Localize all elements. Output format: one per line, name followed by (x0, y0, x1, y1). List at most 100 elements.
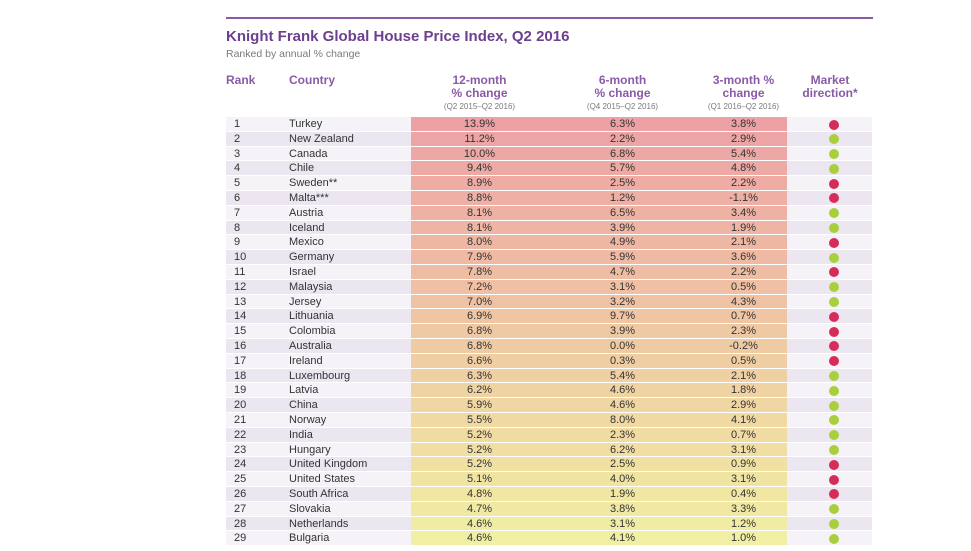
rank-cell: 10 (234, 251, 247, 264)
change-3-month-cell: 1.0% (730, 532, 757, 545)
rank-cell: 25 (234, 473, 247, 486)
market-direction-cell (794, 324, 872, 338)
heat-band (411, 442, 787, 457)
market-direction-cell (794, 517, 872, 531)
market-direction-cell (794, 354, 872, 368)
market-direction-cell (794, 428, 872, 442)
change-3-month-cell: 2.9% (730, 132, 757, 145)
table-row: 12 Malaysia 7.2% 3.1% 0.5% (226, 279, 872, 295)
market-direction-cell (794, 309, 872, 323)
table-row: 25 United States 5.1% 4.0% 3.1% (226, 472, 872, 487)
country-cell: Slovakia (289, 502, 331, 515)
rank-cell: 18 (234, 369, 247, 382)
rank-cell: 24 (234, 458, 247, 471)
change-12-month-cell: 4.6% (466, 532, 493, 545)
country-cell: Mexico (289, 236, 324, 249)
table-row: 13 Jersey 7.0% 3.2% 4.3% (226, 294, 872, 310)
market-direction-cell (794, 235, 872, 249)
direction-up-icon (829, 223, 839, 234)
direction-down-icon (829, 311, 839, 322)
heat-band (411, 250, 787, 264)
heat-band (411, 146, 787, 161)
rank-cell: 23 (234, 443, 247, 456)
direction-up-icon (829, 445, 839, 456)
price-index-table: 1 Turkey 13.9% 6.3% 3.8% 2 New Zealand 11.2% 2.2… (226, 117, 872, 547)
country-cell: Lithuania (289, 310, 334, 323)
table-row: 4 Chile 9.4% 5.7% 4.8% (226, 161, 872, 177)
rank-cell: 27 (234, 502, 247, 515)
table-row: 18 Luxembourg 6.3% 5.4% 2.1% (226, 368, 872, 384)
country-cell: Jersey (289, 295, 322, 308)
rank-cell: 5 (234, 177, 241, 190)
table-row: 27 Slovakia 4.7% 3.8% 3.3% (226, 501, 872, 517)
table-row: 10 Germany 7.9% 5.9% 3.6% (226, 250, 872, 265)
table-row: 1 Turkey 13.9% 6.3% 3.8% (226, 117, 872, 132)
rank-cell: 19 (234, 384, 247, 397)
direction-up-icon (829, 163, 839, 174)
rank-cell: 8 (234, 221, 241, 234)
change-6-month-cell: 4.6% (609, 384, 636, 397)
header-12-month-line1: 12-month (452, 73, 507, 87)
header-3-month: 3-month % change (Q1 2016–Q2 2016) (693, 74, 794, 113)
table-row: 20 China 5.9% 4.6% 2.9% (226, 398, 872, 413)
market-direction-cell (794, 369, 872, 383)
header-market-direction: Market direction* (790, 74, 870, 100)
change-6-month-cell: 3.2% (609, 295, 636, 308)
change-12-month-cell: 5.9% (466, 399, 493, 412)
change-12-month-cell: 5.2% (466, 443, 493, 456)
market-direction-cell (794, 147, 872, 161)
header-12-month: 12-month % change (Q2 2015–Q2 2016) (411, 74, 548, 113)
rank-cell: 29 (234, 532, 247, 545)
direction-down-icon (829, 267, 839, 278)
country-cell: New Zealand (289, 132, 354, 145)
country-cell: Bulgaria (289, 532, 330, 545)
table-row: 22 India 5.2% 2.3% 0.7% (226, 427, 872, 443)
direction-down-icon (829, 237, 839, 248)
change-6-month-cell: 6.8% (609, 147, 636, 160)
change-12-month-cell: 7.2% (466, 280, 493, 293)
market-direction-cell (794, 383, 872, 397)
change-12-month-cell: 8.0% (466, 236, 493, 249)
heat-band (411, 486, 787, 501)
change-3-month-cell: 4.8% (730, 162, 757, 175)
market-direction-cell (794, 531, 872, 545)
change-3-month-cell: 3.1% (730, 443, 757, 456)
market-direction-cell (794, 206, 872, 220)
change-6-month-cell: 5.4% (609, 369, 636, 382)
header-12-month-period: (Q2 2015–Q2 2016) (443, 102, 516, 111)
direction-up-icon (829, 430, 839, 441)
country-cell: Latvia (289, 384, 319, 397)
table-row: 21 Norway 5.5% 8.0% 4.1% (226, 412, 872, 428)
heat-band (411, 309, 787, 324)
header-6-month-period: (Q4 2015–Q2 2016) (586, 102, 659, 111)
heat-band (411, 353, 787, 368)
change-12-month-cell: 7.9% (466, 251, 493, 264)
change-12-month-cell: 10.0% (463, 147, 496, 160)
change-3-month-cell: 4.1% (730, 413, 757, 426)
change-6-month-cell: 4.7% (609, 265, 636, 278)
heat-band (411, 516, 787, 531)
change-12-month-cell: 4.7% (466, 502, 493, 515)
header-12-month-line2: % change (451, 86, 508, 100)
table-row: 23 Hungary 5.2% 6.2% 3.1% (226, 442, 872, 458)
market-direction-cell (794, 339, 872, 353)
market-direction-cell (794, 191, 872, 205)
rank-cell: 16 (234, 339, 247, 352)
rank-cell: 12 (234, 280, 247, 293)
change-3-month-cell: 3.4% (730, 206, 757, 219)
country-cell: Israel (289, 265, 316, 278)
change-12-month-cell: 5.1% (466, 473, 493, 486)
change-3-month-cell: 0.4% (730, 487, 757, 500)
change-6-month-cell: 6.5% (609, 206, 636, 219)
change-6-month-cell: 3.9% (609, 221, 636, 234)
header-rank: Rank (226, 73, 256, 87)
rank-cell: 14 (234, 310, 247, 323)
country-cell: Sweden** (289, 177, 338, 190)
direction-up-icon (829, 149, 839, 160)
change-6-month-cell: 5.9% (609, 251, 636, 264)
table-subtitle: Ranked by annual % change (226, 48, 361, 60)
table-row: 5 Sweden** 8.9% 2.5% 2.2% (226, 176, 872, 191)
market-direction-cell (794, 487, 872, 501)
change-3-month-cell: 4.3% (730, 295, 757, 308)
market-direction-cell (794, 117, 872, 131)
